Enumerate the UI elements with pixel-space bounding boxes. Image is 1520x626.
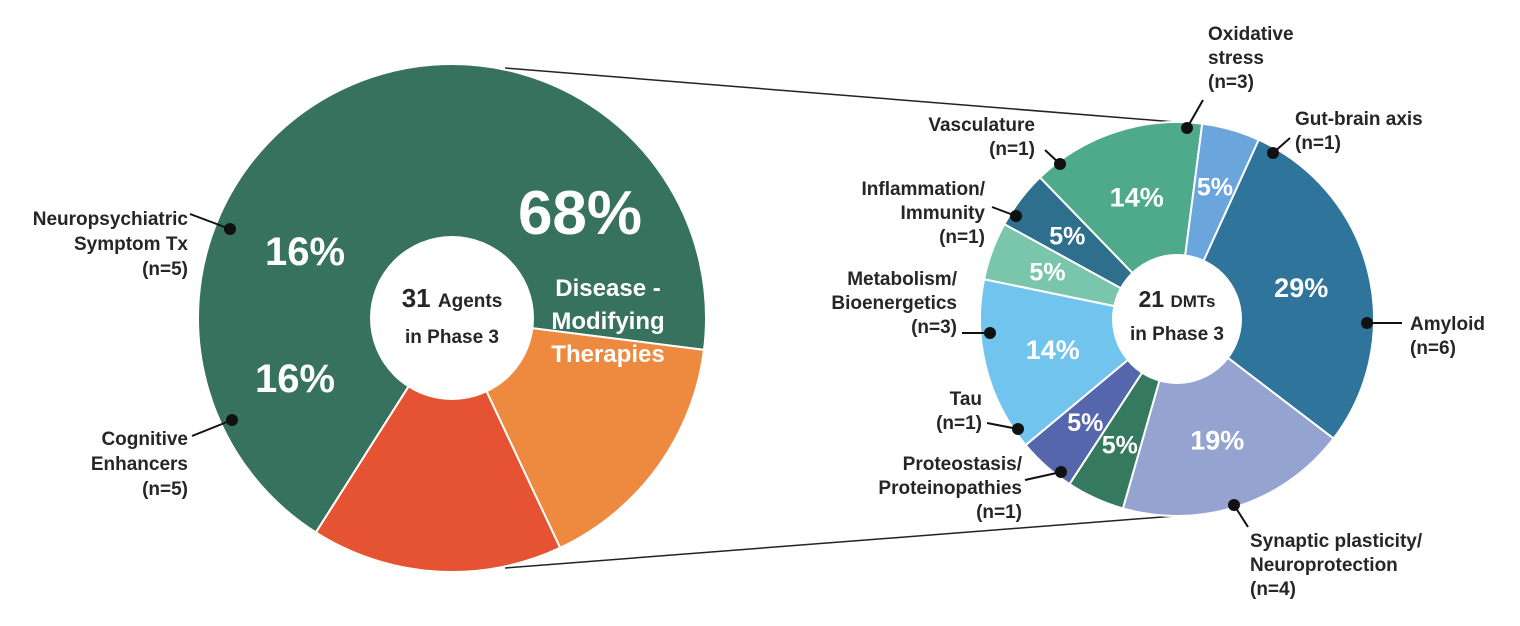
- marker-synaptic-plasticity-neuroprotection: [1228, 499, 1240, 511]
- leader-cognitive-enhancers: [191, 419, 233, 437]
- agents-pie: 68% 16% 16% Disease - Modifying Therapies 31 A…: [33, 63, 707, 573]
- callout-cognitive-enhancers-line: Cognitive: [101, 429, 188, 450]
- callout-synaptic-plasticity-neuroprotection: Synaptic plasticity/Neuroprotection (n=4): [1250, 531, 1423, 600]
- dmt-slice-inner-label-line: Modifying: [551, 308, 664, 335]
- callout-oxidative-stress-line: stress: [1208, 48, 1264, 69]
- callout-metabolism-bioenergetics-line: Metabolism/: [847, 269, 958, 290]
- marker-vasculature: [1054, 158, 1066, 170]
- agents-center-word: Agents: [438, 291, 502, 312]
- callout-synaptic-plasticity-neuroprotection-line: (n=4): [1250, 579, 1296, 600]
- connector-top: [504, 67, 1176, 123]
- callout-proteostasis-proteinopathies: Proteostasis/Proteinopathies (n=1): [878, 454, 1022, 523]
- callout-oxidative-stress-line: (n=3): [1208, 72, 1254, 93]
- callout-synaptic-plasticity-neuroprotection-line: Synaptic plasticity/: [1250, 531, 1423, 552]
- callout-amyloid-line: Amyloid: [1410, 314, 1485, 335]
- dmt-center-subtitle: in Phase 3: [1130, 324, 1224, 345]
- callout-gut-brain-axis: Gut-brain axis (n=1): [1295, 109, 1423, 154]
- dmt-pie-hole: [1112, 254, 1242, 384]
- callout-proteostasis-proteinopathies-line: Proteinopathies: [878, 478, 1022, 499]
- callout-tau-line: (n=1): [936, 413, 982, 434]
- callout-neuropsychiatric-symptom-tx: Neuropsychiatric Symptom Tx (n=5): [33, 209, 189, 280]
- marker-amyloid: [1361, 317, 1373, 329]
- callout-amyloid: Amyloid (n=6): [1410, 314, 1485, 359]
- callout-neuropsychiatric-symptom-tx-line: Symptom Tx: [74, 234, 188, 255]
- slice-cognitive-enhancers: [314, 315, 562, 573]
- pct-label-proteostasis-proteinopathies: 5%: [1102, 432, 1138, 460]
- slice-amyloid: [1175, 138, 1375, 440]
- callout-neuropsychiatric-symptom-tx-line: Neuropsychiatric: [33, 209, 189, 230]
- marker-metabolism-bioenergetics: [984, 327, 996, 339]
- dmt-slice-inner-label-line: Therapies: [551, 341, 664, 368]
- leader-neuropsychiatric-symptom-tx: [189, 213, 231, 230]
- callout-proteostasis-proteinopathies-line: Proteostasis/: [903, 454, 1023, 475]
- callout-cognitive-enhancers-line: (n=5): [142, 479, 188, 500]
- dmt-slice-inner-label: Disease - Modifying Therapies: [551, 275, 664, 368]
- slice-neuropsychiatric-symptom-tx: [450, 316, 706, 550]
- callout-vasculature-line: Vasculature: [928, 115, 1035, 136]
- marker-gut-brain-axis: [1267, 147, 1279, 159]
- callout-inflammation-immunity-line: Immunity: [901, 203, 986, 224]
- callout-inflammation-immunity: Inflammation/Immunity (n=1): [861, 179, 985, 248]
- dmt-slice-inner-label-line: Disease -: [555, 275, 660, 302]
- marker-tau: [1012, 423, 1024, 435]
- agents-center-number: 31: [402, 283, 438, 313]
- pct-label-gut-brain-axis: 5%: [1197, 173, 1233, 201]
- callout-neuropsychiatric-symptom-tx-line: (n=5): [142, 259, 188, 280]
- pct-label-neuropsychiatric-symptom-tx: 16%: [265, 230, 345, 274]
- marker-oxidative-stress: [1181, 122, 1193, 134]
- callout-gut-brain-axis-line: Gut-brain axis: [1295, 109, 1423, 130]
- callout-tau: Tau (n=1): [936, 389, 982, 434]
- pct-label-inflammation-immunity: 5%: [1029, 258, 1065, 286]
- leader-proteostasis-proteinopathies: [1024, 471, 1062, 481]
- pct-label-metabolism-bioenergetics: 14%: [1026, 335, 1080, 365]
- callout-synaptic-plasticity-neuroprotection-line: Neuroprotection: [1250, 555, 1398, 576]
- dmt-center-title: 21 DMTs: [1139, 286, 1216, 312]
- pct-label-oxidative-stress: 14%: [1110, 183, 1164, 213]
- callout-metabolism-bioenergetics-line: Bioenergetics: [831, 293, 957, 314]
- pct-label-disease-modifying-therapies: 68%: [518, 179, 642, 248]
- agents-center-title: 31 Agents: [402, 283, 503, 313]
- marker-inflammation-immunity: [1010, 210, 1022, 222]
- callout-inflammation-immunity-line: Inflammation/: [861, 179, 985, 200]
- connector-bottom: [504, 515, 1176, 569]
- callout-tau-line: Tau: [950, 389, 982, 410]
- marker-neuropsychiatric-symptom-tx: [224, 223, 236, 235]
- connector-lines: [504, 67, 1176, 569]
- agents-pie-hole: [370, 236, 534, 400]
- marker-proteostasis-proteinopathies: [1055, 466, 1067, 478]
- pct-label-vasculature: 5%: [1049, 222, 1085, 250]
- callout-gut-brain-axis-line: (n=1): [1295, 133, 1341, 154]
- pct-label-tau: 5%: [1067, 409, 1103, 437]
- callout-vasculature-line: (n=1): [989, 139, 1035, 160]
- callout-metabolism-bioenergetics: Metabolism/Bioenergetics (n=3): [831, 269, 957, 338]
- agents-center-subtitle: in Phase 3: [405, 327, 499, 348]
- callout-vasculature: Vasculature (n=1): [928, 115, 1035, 160]
- marker-cognitive-enhancers: [226, 414, 238, 426]
- callout-proteostasis-proteinopathies-line: (n=1): [976, 502, 1022, 523]
- dmt-center-word: DMTs: [1170, 292, 1215, 311]
- callout-inflammation-immunity-line: (n=1): [939, 227, 985, 248]
- callout-oxidative-stress: Oxidative stress (n=3): [1208, 24, 1294, 93]
- callout-cognitive-enhancers: Cognitive Enhancers (n=5): [91, 429, 188, 500]
- callout-metabolism-bioenergetics-line: (n=3): [911, 317, 957, 338]
- dmt-center-number: 21: [1139, 286, 1171, 312]
- pct-label-cognitive-enhancers: 16%: [255, 357, 335, 401]
- pct-label-amyloid: 29%: [1274, 273, 1328, 303]
- callout-amyloid-line: (n=6): [1410, 338, 1456, 359]
- callout-cognitive-enhancers-line: Enhancers: [91, 454, 188, 475]
- pct-label-synaptic-plasticity-neuroprotection: 19%: [1190, 426, 1244, 456]
- callout-oxidative-stress-line: Oxidative: [1208, 24, 1294, 45]
